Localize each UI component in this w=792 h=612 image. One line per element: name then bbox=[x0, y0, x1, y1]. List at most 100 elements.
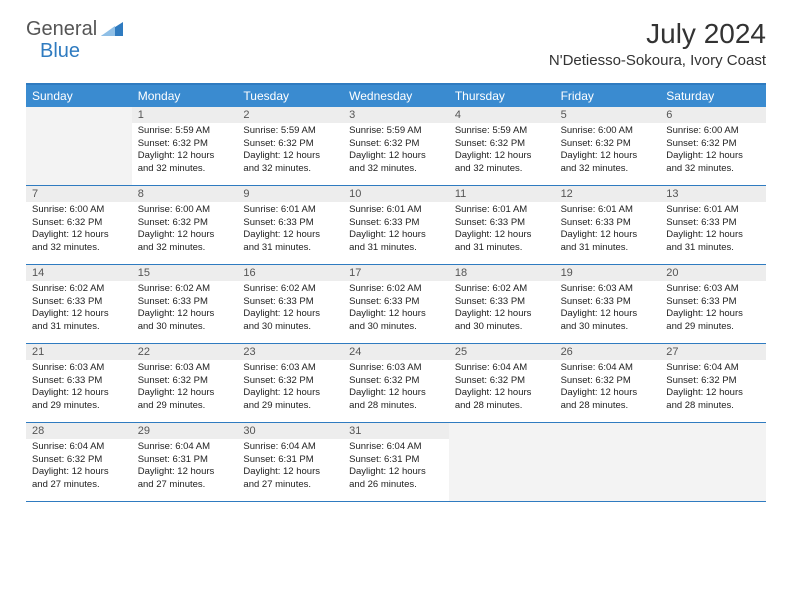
day-info: Sunrise: 6:03 AMSunset: 6:33 PMDaylight:… bbox=[660, 281, 766, 337]
day-number: 25 bbox=[449, 344, 555, 360]
dow-cell: Friday bbox=[555, 85, 661, 107]
day-info: Sunrise: 6:02 AMSunset: 6:33 PMDaylight:… bbox=[132, 281, 238, 337]
day-info: Sunrise: 5:59 AMSunset: 6:32 PMDaylight:… bbox=[132, 123, 238, 179]
week-row: 28Sunrise: 6:04 AMSunset: 6:32 PMDayligh… bbox=[26, 423, 766, 502]
title-block: July 2024 N'Detiesso-Sokoura, Ivory Coas… bbox=[549, 18, 766, 69]
dow-cell: Tuesday bbox=[237, 85, 343, 107]
day-number: 17 bbox=[343, 265, 449, 281]
day-info: Sunrise: 6:03 AMSunset: 6:32 PMDaylight:… bbox=[237, 360, 343, 416]
day-cell: 11Sunrise: 6:01 AMSunset: 6:33 PMDayligh… bbox=[449, 186, 555, 264]
day-number: 9 bbox=[237, 186, 343, 202]
day-cell: 29Sunrise: 6:04 AMSunset: 6:31 PMDayligh… bbox=[132, 423, 238, 501]
day-cell: 4Sunrise: 5:59 AMSunset: 6:32 PMDaylight… bbox=[449, 107, 555, 185]
logo-text-main: General bbox=[26, 18, 97, 41]
day-cell: 23Sunrise: 6:03 AMSunset: 6:32 PMDayligh… bbox=[237, 344, 343, 422]
day-cell bbox=[26, 107, 132, 185]
dow-cell: Wednesday bbox=[343, 85, 449, 107]
day-info: Sunrise: 6:03 AMSunset: 6:33 PMDaylight:… bbox=[26, 360, 132, 416]
day-info: Sunrise: 6:04 AMSunset: 6:32 PMDaylight:… bbox=[660, 360, 766, 416]
week-row: 1Sunrise: 5:59 AMSunset: 6:32 PMDaylight… bbox=[26, 107, 766, 186]
day-cell: 12Sunrise: 6:01 AMSunset: 6:33 PMDayligh… bbox=[555, 186, 661, 264]
day-number: 31 bbox=[343, 423, 449, 439]
day-number: 24 bbox=[343, 344, 449, 360]
day-info: Sunrise: 6:00 AMSunset: 6:32 PMDaylight:… bbox=[555, 123, 661, 179]
day-number: 10 bbox=[343, 186, 449, 202]
day-cell: 1Sunrise: 5:59 AMSunset: 6:32 PMDaylight… bbox=[132, 107, 238, 185]
day-cell: 9Sunrise: 6:01 AMSunset: 6:33 PMDaylight… bbox=[237, 186, 343, 264]
day-number: 2 bbox=[237, 107, 343, 123]
day-number: 20 bbox=[660, 265, 766, 281]
day-cell: 19Sunrise: 6:03 AMSunset: 6:33 PMDayligh… bbox=[555, 265, 661, 343]
day-number: 11 bbox=[449, 186, 555, 202]
day-cell: 25Sunrise: 6:04 AMSunset: 6:32 PMDayligh… bbox=[449, 344, 555, 422]
day-info: Sunrise: 6:03 AMSunset: 6:32 PMDaylight:… bbox=[343, 360, 449, 416]
day-cell: 10Sunrise: 6:01 AMSunset: 6:33 PMDayligh… bbox=[343, 186, 449, 264]
week-row: 7Sunrise: 6:00 AMSunset: 6:32 PMDaylight… bbox=[26, 186, 766, 265]
day-number: 5 bbox=[555, 107, 661, 123]
location: N'Detiesso-Sokoura, Ivory Coast bbox=[549, 52, 766, 69]
day-cell: 27Sunrise: 6:04 AMSunset: 6:32 PMDayligh… bbox=[660, 344, 766, 422]
day-number: 18 bbox=[449, 265, 555, 281]
day-cell bbox=[449, 423, 555, 501]
day-info: Sunrise: 5:59 AMSunset: 6:32 PMDaylight:… bbox=[449, 123, 555, 179]
day-info: Sunrise: 6:04 AMSunset: 6:32 PMDaylight:… bbox=[555, 360, 661, 416]
day-cell: 14Sunrise: 6:02 AMSunset: 6:33 PMDayligh… bbox=[26, 265, 132, 343]
day-info: Sunrise: 6:04 AMSunset: 6:31 PMDaylight:… bbox=[237, 439, 343, 495]
day-cell: 20Sunrise: 6:03 AMSunset: 6:33 PMDayligh… bbox=[660, 265, 766, 343]
day-cell: 3Sunrise: 5:59 AMSunset: 6:32 PMDaylight… bbox=[343, 107, 449, 185]
logo-triangle-icon bbox=[101, 20, 123, 41]
day-cell: 24Sunrise: 6:03 AMSunset: 6:32 PMDayligh… bbox=[343, 344, 449, 422]
day-info: Sunrise: 6:02 AMSunset: 6:33 PMDaylight:… bbox=[343, 281, 449, 337]
day-number: 29 bbox=[132, 423, 238, 439]
calendar: SundayMondayTuesdayWednesdayThursdayFrid… bbox=[26, 83, 766, 502]
day-info: Sunrise: 6:01 AMSunset: 6:33 PMDaylight:… bbox=[449, 202, 555, 258]
day-cell: 2Sunrise: 5:59 AMSunset: 6:32 PMDaylight… bbox=[237, 107, 343, 185]
month-title: July 2024 bbox=[549, 18, 766, 50]
day-cell bbox=[660, 423, 766, 501]
day-cell: 6Sunrise: 6:00 AMSunset: 6:32 PMDaylight… bbox=[660, 107, 766, 185]
day-info: Sunrise: 5:59 AMSunset: 6:32 PMDaylight:… bbox=[343, 123, 449, 179]
day-cell: 30Sunrise: 6:04 AMSunset: 6:31 PMDayligh… bbox=[237, 423, 343, 501]
day-cell: 17Sunrise: 6:02 AMSunset: 6:33 PMDayligh… bbox=[343, 265, 449, 343]
day-number: 3 bbox=[343, 107, 449, 123]
logo-accent-text: Blue bbox=[40, 40, 80, 63]
day-cell: 16Sunrise: 6:02 AMSunset: 6:33 PMDayligh… bbox=[237, 265, 343, 343]
day-info: Sunrise: 6:01 AMSunset: 6:33 PMDaylight:… bbox=[555, 202, 661, 258]
day-cell: 22Sunrise: 6:03 AMSunset: 6:32 PMDayligh… bbox=[132, 344, 238, 422]
day-number: 12 bbox=[555, 186, 661, 202]
day-info: Sunrise: 6:00 AMSunset: 6:32 PMDaylight:… bbox=[26, 202, 132, 258]
day-cell bbox=[555, 423, 661, 501]
day-number: 8 bbox=[132, 186, 238, 202]
day-info: Sunrise: 6:04 AMSunset: 6:31 PMDaylight:… bbox=[343, 439, 449, 495]
day-info: Sunrise: 6:03 AMSunset: 6:32 PMDaylight:… bbox=[132, 360, 238, 416]
dow-cell: Saturday bbox=[660, 85, 766, 107]
day-info: Sunrise: 6:00 AMSunset: 6:32 PMDaylight:… bbox=[132, 202, 238, 258]
day-info: Sunrise: 6:04 AMSunset: 6:31 PMDaylight:… bbox=[132, 439, 238, 495]
day-cell: 7Sunrise: 6:00 AMSunset: 6:32 PMDaylight… bbox=[26, 186, 132, 264]
day-number: 4 bbox=[449, 107, 555, 123]
day-info: Sunrise: 6:01 AMSunset: 6:33 PMDaylight:… bbox=[237, 202, 343, 258]
day-info: Sunrise: 6:02 AMSunset: 6:33 PMDaylight:… bbox=[237, 281, 343, 337]
day-number: 16 bbox=[237, 265, 343, 281]
day-info: Sunrise: 6:01 AMSunset: 6:33 PMDaylight:… bbox=[660, 202, 766, 258]
day-cell: 5Sunrise: 6:00 AMSunset: 6:32 PMDaylight… bbox=[555, 107, 661, 185]
day-info: Sunrise: 6:03 AMSunset: 6:33 PMDaylight:… bbox=[555, 281, 661, 337]
dow-cell: Thursday bbox=[449, 85, 555, 107]
day-of-week-row: SundayMondayTuesdayWednesdayThursdayFrid… bbox=[26, 85, 766, 107]
day-cell: 28Sunrise: 6:04 AMSunset: 6:32 PMDayligh… bbox=[26, 423, 132, 501]
day-cell: 26Sunrise: 6:04 AMSunset: 6:32 PMDayligh… bbox=[555, 344, 661, 422]
day-cell: 13Sunrise: 6:01 AMSunset: 6:33 PMDayligh… bbox=[660, 186, 766, 264]
day-number: 22 bbox=[132, 344, 238, 360]
day-cell: 31Sunrise: 6:04 AMSunset: 6:31 PMDayligh… bbox=[343, 423, 449, 501]
day-info: Sunrise: 6:01 AMSunset: 6:33 PMDaylight:… bbox=[343, 202, 449, 258]
day-number: 13 bbox=[660, 186, 766, 202]
day-info: Sunrise: 6:02 AMSunset: 6:33 PMDaylight:… bbox=[26, 281, 132, 337]
dow-cell: Monday bbox=[132, 85, 238, 107]
day-info: Sunrise: 5:59 AMSunset: 6:32 PMDaylight:… bbox=[237, 123, 343, 179]
day-number: 7 bbox=[26, 186, 132, 202]
day-number: 28 bbox=[26, 423, 132, 439]
day-number: 15 bbox=[132, 265, 238, 281]
day-number: 19 bbox=[555, 265, 661, 281]
day-cell: 21Sunrise: 6:03 AMSunset: 6:33 PMDayligh… bbox=[26, 344, 132, 422]
day-info: Sunrise: 6:02 AMSunset: 6:33 PMDaylight:… bbox=[449, 281, 555, 337]
